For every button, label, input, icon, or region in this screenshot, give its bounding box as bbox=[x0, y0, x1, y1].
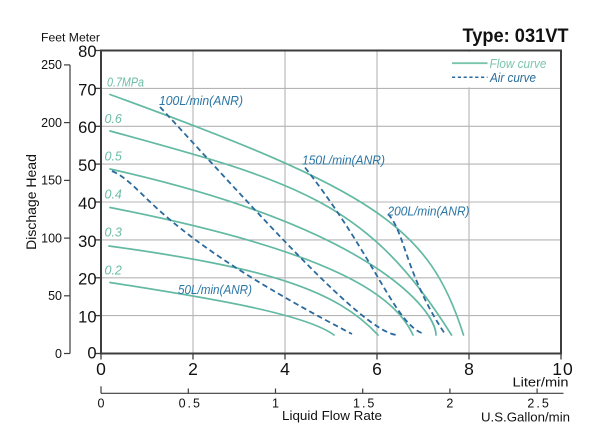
svg-text:50: 50 bbox=[48, 289, 62, 303]
svg-text:1.5: 1.5 bbox=[353, 397, 376, 411]
svg-text:1: 1 bbox=[272, 397, 281, 411]
svg-text:0.5: 0.5 bbox=[105, 150, 122, 164]
svg-text:4: 4 bbox=[280, 359, 290, 379]
svg-text:6: 6 bbox=[372, 359, 382, 379]
svg-text:50L/min(ANR): 50L/min(ANR) bbox=[178, 283, 252, 297]
svg-text:200L/min(ANR): 200L/min(ANR) bbox=[387, 205, 470, 219]
svg-text:0.4: 0.4 bbox=[105, 188, 122, 202]
svg-text:70: 70 bbox=[78, 81, 96, 99]
svg-text:50: 50 bbox=[78, 157, 96, 175]
svg-text:Flow curve: Flow curve bbox=[490, 56, 547, 71]
svg-text:150L/min(ANR): 150L/min(ANR) bbox=[302, 154, 385, 168]
svg-text:0.2: 0.2 bbox=[105, 264, 122, 278]
svg-text:0: 0 bbox=[87, 345, 96, 363]
svg-text:8: 8 bbox=[464, 359, 474, 379]
svg-text:20: 20 bbox=[78, 271, 96, 289]
svg-text:Air curve: Air curve bbox=[489, 70, 536, 85]
svg-text:0: 0 bbox=[98, 397, 107, 411]
svg-text:0.7MPa: 0.7MPa bbox=[107, 76, 144, 90]
svg-text:2: 2 bbox=[188, 359, 198, 379]
svg-text:10: 10 bbox=[552, 359, 573, 379]
svg-text:200: 200 bbox=[41, 116, 62, 130]
svg-text:0.6: 0.6 bbox=[105, 112, 122, 126]
svg-text:60: 60 bbox=[78, 119, 96, 137]
svg-text:100L/min(ANR): 100L/min(ANR) bbox=[159, 94, 243, 108]
svg-text:2.5: 2.5 bbox=[527, 397, 550, 411]
svg-text:0: 0 bbox=[55, 347, 62, 361]
svg-text:30: 30 bbox=[78, 233, 96, 251]
svg-text:Type: 031VT: Type: 031VT bbox=[463, 26, 569, 47]
svg-text:2: 2 bbox=[446, 397, 455, 411]
svg-text:100: 100 bbox=[41, 231, 62, 245]
svg-text:U.S.Gallon/min: U.S.Gallon/min bbox=[481, 411, 570, 425]
svg-text:10: 10 bbox=[78, 309, 96, 327]
svg-text:Liter/min: Liter/min bbox=[513, 375, 569, 390]
svg-text:Feet Meter: Feet Meter bbox=[41, 33, 100, 45]
svg-text:80: 80 bbox=[78, 43, 96, 61]
svg-text:0: 0 bbox=[96, 359, 106, 379]
svg-text:250: 250 bbox=[41, 58, 62, 72]
svg-text:40: 40 bbox=[78, 195, 96, 213]
svg-text:0.3: 0.3 bbox=[105, 226, 122, 240]
svg-text:Dischage Head: Dischage Head bbox=[23, 154, 39, 250]
svg-text:Liquid Flow Rate: Liquid Flow Rate bbox=[282, 408, 382, 423]
svg-text:0.5: 0.5 bbox=[179, 397, 202, 411]
svg-text:150: 150 bbox=[41, 174, 62, 188]
